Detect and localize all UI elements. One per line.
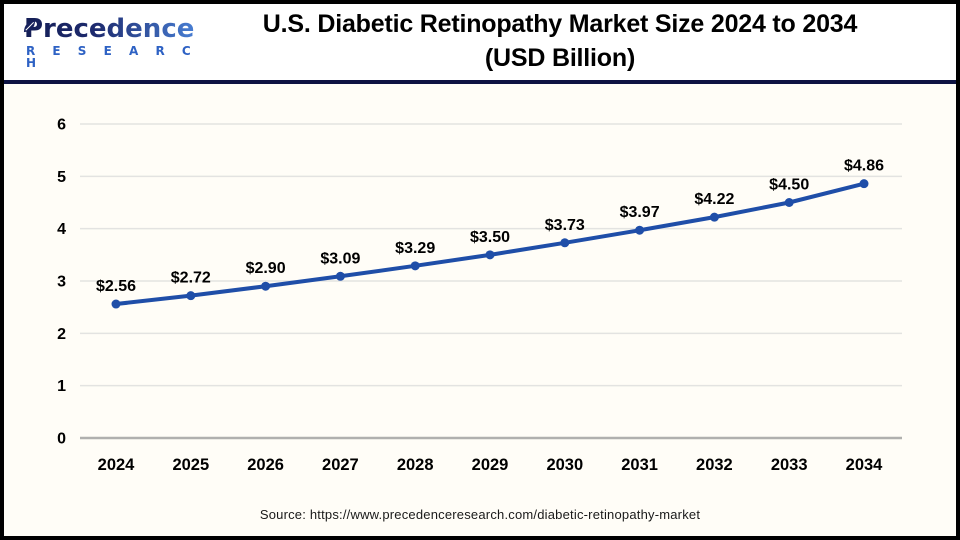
data-label: $3.73 — [545, 217, 585, 234]
chart-area: 0 1 2 3 4 5 6 2024 2025 2026 2027 2028 2029 2030 2031 2… — [4, 84, 956, 496]
x-tick-label: 2029 — [472, 456, 509, 474]
data-label: $3.29 — [395, 240, 435, 257]
data-label: $4.86 — [844, 158, 884, 175]
y-tick-label: 1 — [57, 378, 66, 395]
x-tick-label: 2031 — [621, 456, 658, 474]
data-label: $2.72 — [171, 270, 211, 287]
x-tick-label: 2027 — [322, 456, 359, 474]
data-label: $4.50 — [769, 177, 809, 194]
x-tick-label: 2032 — [696, 456, 733, 474]
data-point — [111, 299, 121, 309]
precedence-research-logo: Precedence R E S E A R C H — [4, 16, 200, 69]
data-point — [335, 271, 345, 281]
data-point — [261, 281, 271, 291]
data-label: $4.22 — [694, 191, 734, 208]
chart-title-line1: U.S. Diabetic Retinopathy Market Size 20… — [262, 10, 858, 39]
market-size-line-chart: 0 1 2 3 4 5 6 2024 2025 2026 2027 2028 2029 2030 2031 2… — [57, 117, 902, 474]
y-tick-label: 3 — [57, 274, 66, 291]
data-label: $3.09 — [320, 250, 360, 267]
x-tick-label: 2034 — [846, 456, 884, 474]
data-point — [859, 179, 869, 189]
y-tick-label: 4 — [57, 221, 66, 238]
data-label: $3.97 — [620, 204, 660, 221]
data-point — [784, 198, 794, 208]
chart-title-line2: (USD Billion) — [484, 44, 636, 72]
y-tick-label: 0 — [57, 431, 66, 448]
data-point — [635, 225, 645, 235]
data-point — [410, 261, 420, 271]
data-label: $3.50 — [470, 229, 510, 246]
y-tick-label: 5 — [57, 169, 66, 186]
leaf-icon — [23, 20, 36, 32]
x-tick-label: 2028 — [397, 456, 434, 474]
y-tick-label: 6 — [57, 117, 66, 134]
data-point — [709, 212, 719, 222]
data-point — [485, 250, 495, 260]
x-tick-label: 2025 — [172, 456, 209, 474]
data-point — [186, 291, 196, 301]
data-point — [560, 238, 570, 248]
source-text: Source: https://www.precedenceresearch.c… — [259, 506, 701, 522]
header-divider — [4, 80, 956, 84]
footer: Source: https://www.precedenceresearch.c… — [4, 496, 956, 532]
data-label: $2.90 — [246, 260, 286, 277]
logo-subtitle: R E S E A R C H — [26, 43, 198, 70]
x-tick-label: 2033 — [771, 456, 808, 474]
x-tick-label: 2026 — [247, 456, 284, 474]
x-tick-label: 2030 — [546, 456, 583, 474]
header: Precedence R E S E A R C H U.S. Diabetic… — [4, 4, 956, 80]
data-label: $2.56 — [96, 278, 136, 295]
x-tick-label: 2024 — [98, 456, 136, 474]
y-tick-label: 2 — [57, 326, 66, 343]
logo-wordmark: Precedence — [24, 16, 200, 42]
chart-title: U.S. Diabetic Retinopathy Market Size 20… — [200, 8, 956, 76]
